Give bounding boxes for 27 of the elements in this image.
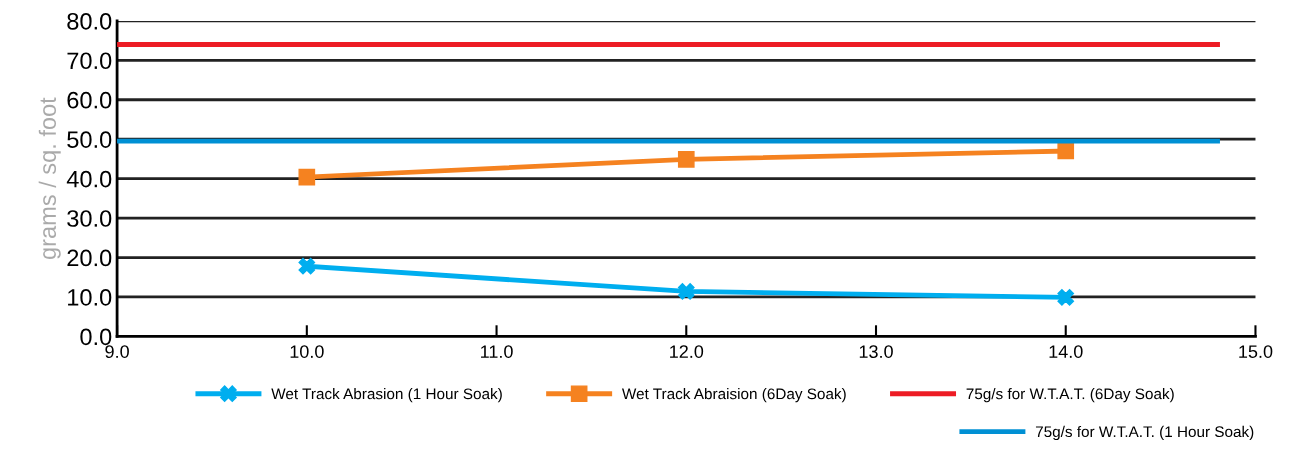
x-tick-label: 10.0 bbox=[290, 345, 324, 358]
y-tick-label: 30.0 bbox=[67, 210, 112, 227]
x-tick-label: 12.0 bbox=[670, 345, 704, 358]
point bbox=[298, 257, 316, 275]
legend-label: Wet Track Abraision (6Day Soak) bbox=[621, 388, 846, 403]
y-tick-label: 80.0 bbox=[67, 12, 112, 30]
x-tick-label: 11.0 bbox=[481, 345, 513, 358]
y-tick-label: 70.0 bbox=[67, 52, 112, 70]
y-tick-label: 20.0 bbox=[67, 249, 112, 267]
point bbox=[1057, 289, 1075, 306]
x-tick-label: 15.0 bbox=[1239, 345, 1273, 358]
legend-label: Wet Track Abrasion (1 Hour Soak) bbox=[271, 388, 502, 403]
point bbox=[677, 150, 695, 168]
point bbox=[677, 283, 695, 300]
y-tick-label: 60.0 bbox=[67, 91, 112, 109]
y-axis-title: grams / sq. foot bbox=[38, 97, 61, 259]
y-tick-label: 40.0 bbox=[66, 170, 112, 188]
legend-label: 75g/s for W.T.A.T. (1 Hour Soak) bbox=[1035, 425, 1254, 441]
x-tick-label: 9.0 bbox=[105, 345, 129, 358]
y-tick-label: 50.0 bbox=[67, 131, 112, 148]
x-tick-label: 13.0 bbox=[859, 345, 893, 358]
y-tick-label: 10.0 bbox=[68, 289, 112, 306]
y-tick-label: 0.0 bbox=[80, 328, 112, 346]
legend-label: 75g/s for W.T.A.T. (6Day Soak) bbox=[966, 388, 1174, 403]
point bbox=[298, 168, 316, 186]
x-tick-label: 14.0 bbox=[1049, 345, 1083, 358]
point bbox=[1057, 142, 1075, 160]
